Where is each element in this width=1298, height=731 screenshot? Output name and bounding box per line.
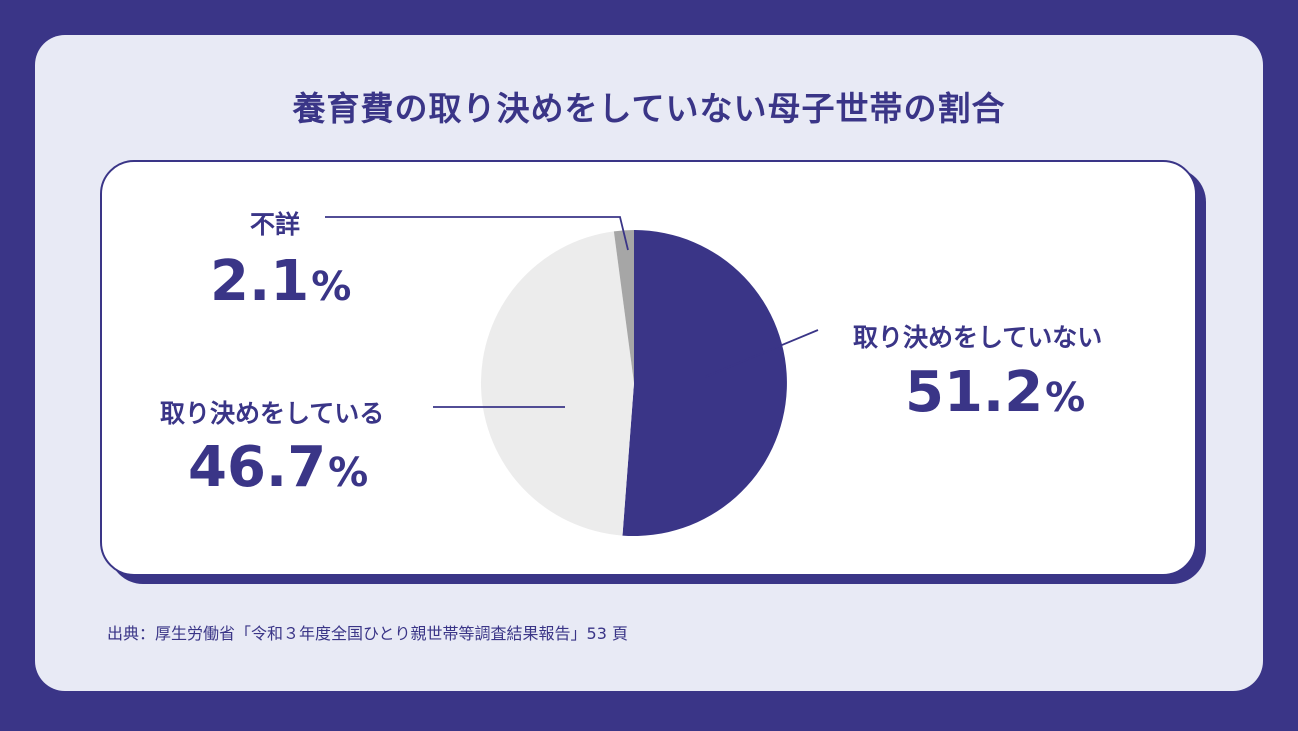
value-unknown-unit: % — [311, 264, 352, 310]
label-not-arranged: 取り決めをしていない — [853, 318, 1102, 354]
label-not-arranged-name: 取り決めをしていない — [853, 323, 1103, 352]
value-unknown-number: 2.1 — [210, 249, 310, 314]
value-arranged-number: 46.7 — [188, 435, 327, 500]
label-unknown: 不詳 — [250, 205, 300, 241]
label-arranged-name: 取り決めをしている — [160, 399, 385, 428]
slice-unknown — [613, 230, 634, 383]
value-not-arranged-number: 51.2 — [905, 360, 1044, 425]
slice-not-arranged — [622, 230, 787, 536]
value-arranged-unit: % — [328, 450, 369, 496]
value-unknown: 2.1% — [210, 254, 351, 310]
value-not-arranged-unit: % — [1045, 375, 1086, 421]
value-arranged: 46.7% — [188, 440, 368, 496]
slice-arranged — [480, 231, 634, 536]
source-note: 出典：厚生労働省「令和３年度全国ひとり親世帯等調査結果報告」53 頁 — [107, 624, 628, 643]
value-not-arranged: 51.2% — [905, 365, 1085, 421]
chart-title: 養育費の取り決めをしていない母子世帯の割合 — [292, 89, 1006, 128]
label-unknown-name: 不詳 — [250, 210, 301, 239]
label-arranged: 取り決めをしている — [160, 394, 384, 430]
leader-line-not-arranged — [704, 329, 819, 378]
leader-line-unknown — [325, 216, 629, 251]
